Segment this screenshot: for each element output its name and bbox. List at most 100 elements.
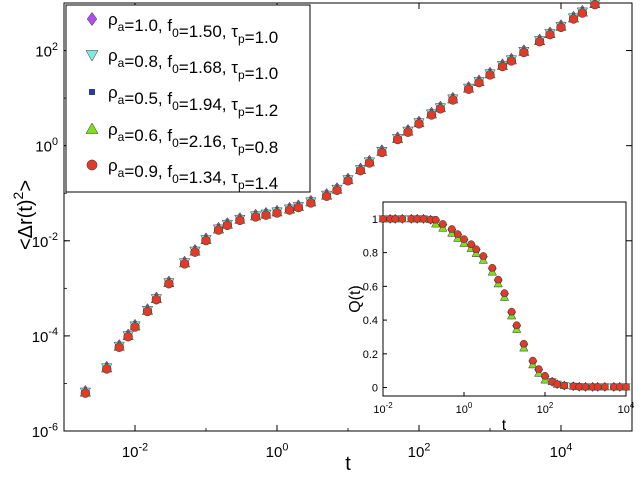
inset-data-point xyxy=(593,383,602,391)
main-series xyxy=(80,0,600,398)
inset-y-tick-label: 0.4 xyxy=(363,315,378,327)
inset-data-point xyxy=(512,321,521,329)
inset-x-tick-label: 100 xyxy=(456,401,473,416)
main-data-point xyxy=(164,279,174,289)
inset-data-point xyxy=(494,275,503,284)
inset-data-point xyxy=(398,215,407,223)
inset-data-points xyxy=(378,213,631,392)
legend-marker xyxy=(86,159,98,171)
inset-y-tick-label: 0 xyxy=(372,383,378,395)
main-x-tick-label: 10-2 xyxy=(122,441,148,461)
inset-plot: 10-2 100 102 104 0 0.2 0.4 0.6 0.8 1 t Q(t) xyxy=(347,201,635,434)
inset-data-point xyxy=(439,220,447,228)
inset-data-point xyxy=(520,339,528,348)
main-data-point xyxy=(102,364,112,374)
main-data-point xyxy=(142,306,153,317)
main-data-point xyxy=(485,70,495,80)
main-data-point xyxy=(590,0,600,10)
main-x-axis-label: t xyxy=(345,453,351,475)
inset-data-point xyxy=(622,383,630,391)
main-data-point xyxy=(293,202,304,213)
main-x-tick-label: 102 xyxy=(408,441,431,461)
legend: ρa=1.0, f0=1.50, τp=1.0ρa=0.8, f0=1.68, … xyxy=(65,4,311,193)
main-y-tick-label: 10-2 xyxy=(32,231,58,251)
main-data-point xyxy=(332,185,342,195)
inset-data-point xyxy=(488,263,497,272)
main-data-point xyxy=(435,104,446,114)
inset-data-point xyxy=(541,371,549,380)
inset-y-tick-label: 0.2 xyxy=(363,349,378,361)
main-data-point xyxy=(261,210,271,220)
main-data-point xyxy=(130,322,140,332)
inset-data-point xyxy=(460,235,468,243)
legend-entry: ρa=0.5, f0=1.94, τp=1.2 xyxy=(89,83,278,120)
main-data-point xyxy=(213,225,224,235)
inset-data-point xyxy=(500,289,509,297)
main-y-tick-label: 102 xyxy=(35,41,58,61)
legend-label: ρa=0.5, f0=1.94, τp=1.2 xyxy=(108,83,278,120)
main-data-point xyxy=(534,37,545,47)
main-data-point xyxy=(250,212,261,222)
inset-data-point xyxy=(601,383,609,391)
main-data-point xyxy=(403,127,413,137)
main-data-point xyxy=(355,166,366,176)
main-data-point xyxy=(506,56,517,66)
main-data-point xyxy=(545,29,555,40)
inset-data-point xyxy=(507,307,516,316)
inset-data-point xyxy=(553,380,562,389)
main-data-point xyxy=(190,247,200,257)
inset-y-tick-label: 0.8 xyxy=(363,248,378,260)
inset-data-point xyxy=(560,381,569,390)
main-data-point xyxy=(284,205,295,215)
main-y-tick-label: 10-4 xyxy=(32,326,58,346)
main-data-point xyxy=(377,147,387,158)
inset-data-point xyxy=(419,215,428,223)
main-data-point xyxy=(556,22,566,33)
legend-entry: ρa=1.0, f0=1.50, τp=1.0 xyxy=(86,10,278,47)
main-data-point xyxy=(497,61,508,72)
main-data-point xyxy=(392,134,403,145)
inset-data-point xyxy=(581,383,590,391)
legend-label: ρa=0.6, f0=2.16, τp=0.8 xyxy=(108,120,278,157)
inset-axis-ticks: 10-2 100 102 104 0 0.2 0.4 0.6 0.8 1 xyxy=(363,214,635,416)
main-data-point xyxy=(414,119,424,129)
legend-marker xyxy=(89,89,95,95)
inset-data-point xyxy=(447,225,456,233)
legend-label: ρa=1.0, f0=1.50, τp=1.0 xyxy=(108,10,278,47)
inset-series xyxy=(379,215,630,391)
inset-x-tick-label: 10-2 xyxy=(373,401,392,416)
legend-label: ρa=0.9, f0=1.34, τp=1.4 xyxy=(108,156,278,193)
legend-entry: ρa=0.9, f0=1.34, τp=1.4 xyxy=(86,156,278,193)
main-y-tick-label: 10-6 xyxy=(32,421,58,441)
main-data-point xyxy=(306,198,316,208)
legend-box xyxy=(65,4,311,193)
inset-x-tick-label: 102 xyxy=(537,401,554,416)
inset-data-point xyxy=(534,365,543,373)
main-data-point xyxy=(80,388,91,398)
inset-data-point xyxy=(391,215,400,223)
main-data-point xyxy=(463,84,474,94)
main-data-point xyxy=(426,110,437,120)
inset-data-point xyxy=(472,245,481,254)
main-data-point xyxy=(448,95,458,105)
main-data-point xyxy=(321,191,332,201)
main-data-point xyxy=(272,208,282,218)
main-data-point xyxy=(151,295,162,305)
main-data-point xyxy=(343,176,353,186)
main-data-point xyxy=(114,342,124,352)
main-data-point xyxy=(577,8,588,18)
main-y-axis-label: <Δr(t)2> xyxy=(10,180,37,250)
inset-y-tick-label: 0.6 xyxy=(363,281,378,293)
main-data-point xyxy=(474,78,484,88)
legend-marker xyxy=(86,11,98,27)
main-data-point xyxy=(568,14,579,24)
main-x-tick-label: 100 xyxy=(266,441,289,461)
inset-x-tick-label: 104 xyxy=(618,401,635,416)
main-axis-ticks: 10-2 100 102 104 10-6 10-4 10-2 100 102 xyxy=(32,3,632,461)
legend-marker xyxy=(85,50,99,62)
main-data-point xyxy=(123,332,133,342)
main-x-tick-label: 104 xyxy=(550,441,573,461)
inset-data-point xyxy=(379,215,387,223)
main-data-point xyxy=(201,235,211,246)
